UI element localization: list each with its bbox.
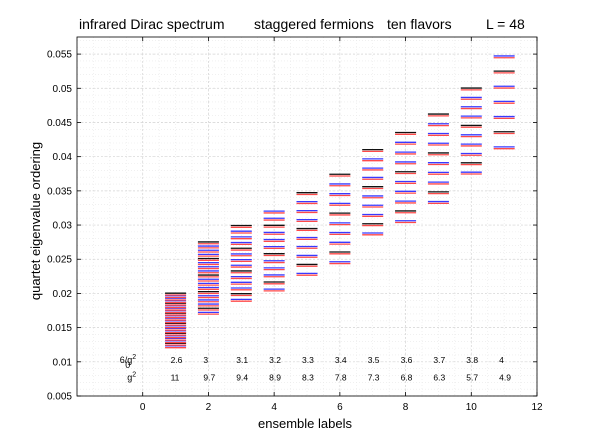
y-tick-label: 0.025 — [47, 255, 72, 266]
coupling-value-g-squared: 8.3 — [302, 373, 314, 383]
coupling-value-6-over-g0-squared: 3 — [203, 355, 208, 365]
plot-frame — [76, 36, 538, 397]
coupling-value-g-squared: 7.3 — [368, 373, 380, 383]
annotations: 6/g20 g2 2.6 3 3.1 3.2 3.3 3.4 3.5 3.6 3.7 3.8 4 11 9.… — [120, 354, 512, 383]
coupling-value-6-over-g0-squared: 3.7 — [433, 355, 445, 365]
y-tick-label: 0.005 — [47, 392, 72, 403]
coupling-label-g-squared: g2 — [127, 372, 136, 383]
ensemble-stack — [263, 210, 285, 292]
x-tick-label: 12 — [531, 402, 543, 413]
ensemble-stack — [329, 173, 351, 265]
ensemble-stack — [427, 113, 449, 205]
x-tick-label: 8 — [403, 402, 409, 413]
y-tick-label: 0.04 — [53, 152, 73, 163]
y-tick-label: 0.03 — [53, 221, 73, 232]
coupling-value-6-over-g0-squared: 3.3 — [302, 355, 314, 365]
y-tick-label: 0.015 — [47, 323, 72, 334]
x-tick-label: 0 — [140, 402, 146, 413]
coupling-value-6-over-g0-squared: 3.5 — [368, 355, 380, 365]
ensemble-stack — [493, 55, 515, 150]
y-tick-label: 0.055 — [47, 50, 72, 61]
coupling-value-g-squared: 11 — [171, 373, 180, 383]
y-tick-label: 0.02 — [53, 289, 73, 300]
coupling-value-g-squared: 6.8 — [401, 373, 413, 383]
coupling-value-6-over-g0-squared: 2.6 — [171, 355, 183, 365]
ensemble-stack — [395, 131, 417, 224]
y-tick-label: 0.045 — [47, 118, 72, 129]
x-tick-label: 2 — [206, 402, 212, 413]
ensemble-stack — [230, 224, 252, 302]
coupling-value-g-squared: 8.9 — [269, 373, 281, 383]
x-axis-label: ensemble labels — [258, 416, 352, 431]
coupling-value-6-over-g0-squared: 4 — [499, 355, 504, 365]
coupling-value-g-squared: 4.9 — [499, 373, 511, 383]
x-tick-label: 10 — [466, 402, 478, 413]
chart-title: infrared Dirac spectrum staggered fermio… — [79, 16, 525, 32]
ensemble-stack — [197, 241, 219, 315]
title-part: infrared Dirac spectrum — [79, 16, 225, 32]
x-tick-label: 4 — [271, 402, 277, 413]
axis-ticks: 0 2 4 6 8 10 12 0.005 0.01 0.015 0.02 0.025 0.03 0.03… — [47, 37, 543, 413]
coupling-value-g-squared: 6.3 — [433, 373, 445, 383]
y-tick-label: 0.01 — [53, 357, 73, 368]
title-part: L = 48 — [486, 16, 525, 32]
grid — [76, 37, 538, 397]
coupling-value-6-over-g0-squared: 3.4 — [335, 355, 347, 365]
coupling-value-6-over-g0-squared: 3.8 — [466, 355, 478, 365]
coupling-value-6-over-g0-squared: 3.2 — [269, 355, 281, 365]
coupling-value-g-squared: 9.7 — [203, 373, 215, 383]
x-tick-label: 6 — [337, 402, 343, 413]
y-tick-label: 0.05 — [53, 84, 73, 95]
title-part: ten flavors — [387, 16, 452, 32]
ensemble-stack — [296, 192, 318, 276]
coupling-value-g-squared: 5.7 — [466, 373, 478, 383]
data-marks — [165, 55, 515, 349]
ensemble-stack — [362, 148, 384, 236]
y-tick-label: 0.035 — [47, 186, 72, 197]
coupling-label-6-over-g0-squared: 6/g2 — [120, 354, 137, 365]
ensemble-stack — [460, 87, 482, 175]
coupling-label-subscript: 0 — [125, 360, 130, 370]
coupling-value-6-over-g0-squared: 3.1 — [236, 355, 248, 365]
ensemble-stack — [165, 292, 187, 349]
y-axis-label: quartet eigenvalue ordering — [28, 142, 43, 300]
title-part: staggered fermions — [254, 16, 374, 32]
coupling-value-g-squared: 9.4 — [236, 373, 248, 383]
coupling-value-g-squared: 7.8 — [335, 373, 347, 383]
coupling-value-6-over-g0-squared: 3.6 — [401, 355, 413, 365]
